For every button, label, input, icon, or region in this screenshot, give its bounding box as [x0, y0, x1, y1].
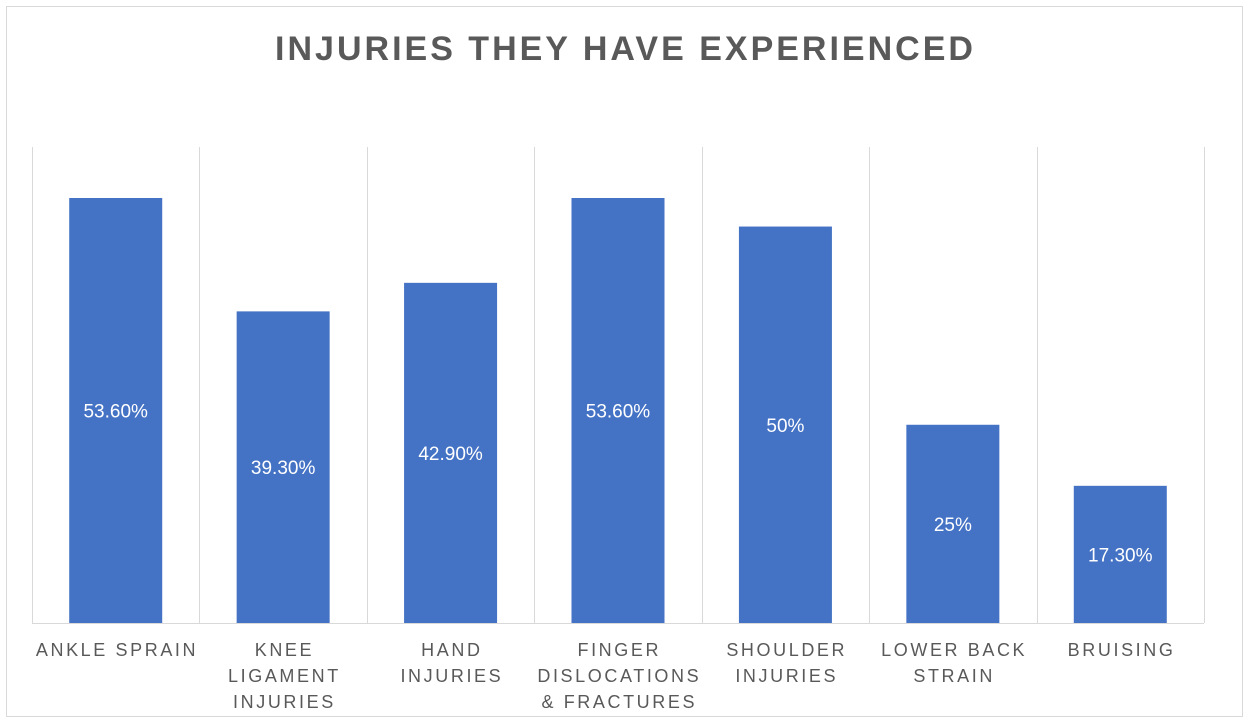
data-label: 17.30%: [1088, 545, 1153, 566]
category-label: SHOULDER: [726, 640, 847, 660]
bar: [1073, 485, 1167, 623]
bar: [738, 226, 832, 623]
bar: [906, 424, 1000, 623]
bar: [236, 311, 330, 623]
category-label: STRAIN: [913, 666, 995, 686]
category-label: FINGER: [577, 640, 661, 660]
category-label: HAND: [421, 640, 482, 660]
data-label: 53.60%: [83, 402, 148, 423]
category-label: INJURIES: [735, 666, 838, 686]
category-label: BRUISING: [1068, 640, 1176, 660]
data-label: 25%: [934, 515, 972, 536]
data-label: 50%: [766, 416, 804, 437]
category-label: KNEE: [255, 640, 314, 660]
bar: [571, 198, 665, 623]
bar: [69, 198, 163, 623]
data-label: 42.90%: [418, 444, 483, 465]
category-label: INJURIES: [400, 666, 503, 686]
bar: [404, 282, 498, 623]
category-label: DISLOCATIONS: [537, 666, 701, 686]
data-label: 39.30%: [251, 458, 316, 479]
category-label: & FRACTURES: [541, 692, 697, 712]
category-label: INJURIES: [233, 692, 336, 712]
category-label: LOWER BACK: [881, 640, 1027, 660]
data-label: 53.60%: [586, 402, 651, 423]
category-label: ANKLE SPRAIN: [36, 640, 198, 660]
category-label: LIGAMENT: [228, 666, 341, 686]
chart-title: INJURIES THEY HAVE EXPERIENCED: [275, 30, 976, 68]
